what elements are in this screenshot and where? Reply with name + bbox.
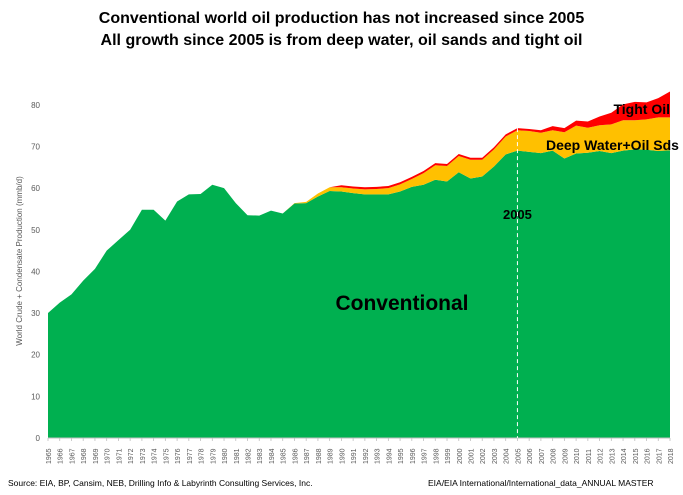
x-tick-label: 1975	[163, 448, 170, 464]
x-tick-label: 1984	[269, 448, 276, 464]
x-tick-label: 2005	[515, 448, 522, 464]
x-tick-label: 1982	[246, 448, 253, 464]
x-tick-label: 1967	[69, 448, 76, 464]
chart-title-line2: All growth since 2005 is from deep water…	[100, 32, 583, 49]
x-tick-label: 2007	[539, 448, 546, 464]
x-tick-label: 2015	[633, 448, 640, 464]
x-tick-label: 1994	[386, 448, 393, 464]
x-tick-label: 1969	[93, 448, 100, 464]
x-tick-label: 2014	[621, 448, 628, 464]
x-tick-label: 2001	[468, 448, 475, 464]
x-tick-label: 1979	[210, 448, 217, 464]
x-tick-label: 1985	[281, 448, 288, 464]
annotation-conventional: Conventional	[335, 292, 468, 315]
x-tick-label: 1989	[328, 448, 335, 464]
x-tick-label: 1991	[351, 448, 358, 464]
x-tick-label: 2008	[551, 448, 558, 464]
x-tick-label: 2017	[656, 448, 663, 464]
y-tick-label: 80	[31, 101, 40, 110]
annotation-deep-water-oil-sands: Deep Water+Oil Sds	[546, 137, 679, 153]
x-tick-label: 2002	[480, 448, 487, 464]
x-tick-label: 2018	[668, 448, 675, 464]
x-tick-label: 1970	[105, 448, 112, 464]
x-tick-label: 1983	[257, 448, 264, 464]
y-tick-label: 60	[31, 184, 40, 193]
x-tick-label: 2010	[574, 448, 581, 464]
x-tick-label: 1980	[222, 448, 229, 464]
series-area-conventional	[48, 149, 670, 439]
x-tick-label: 1999	[445, 448, 452, 464]
x-tick-label: 2006	[527, 448, 534, 464]
chart-title-line1: Conventional world oil production has no…	[98, 10, 585, 27]
x-tick-label: 1977	[187, 448, 194, 464]
x-tick-label: 1997	[422, 448, 429, 464]
series-area-deep-water-oil-sds	[48, 117, 670, 314]
x-tick-label: 1976	[175, 448, 182, 464]
x-tick-label: 1993	[375, 448, 382, 464]
y-tick-label: 10	[31, 392, 40, 401]
y-tick-label: 30	[31, 309, 40, 318]
x-tick-label: 1990	[339, 448, 346, 464]
x-tick-label: 1965	[46, 448, 53, 464]
x-tick-label: 1986	[292, 448, 299, 464]
x-tick-label: 1971	[116, 448, 123, 464]
x-tick-label: 1981	[234, 448, 241, 464]
x-tick-label: 1988	[316, 448, 323, 464]
x-tick-label: 1966	[58, 448, 65, 464]
x-tick-label: 2012	[598, 448, 605, 464]
x-tick-label: 2004	[504, 448, 511, 464]
file-path-footnote: EIA/EIA International/International_data…	[428, 478, 654, 488]
x-tick-label: 2011	[586, 449, 593, 464]
x-tick-label: 1996	[410, 448, 417, 464]
x-tick-label: 2016	[645, 448, 652, 464]
source-footnote: Source: EIA, BP, Cansim, NEB, Drilling I…	[8, 478, 313, 488]
x-tick-label: 1972	[128, 448, 135, 464]
y-axis-label: World Crude + Condensate Production (mmb…	[15, 176, 24, 346]
x-tick-label: 2003	[492, 448, 499, 464]
annotation-year-2005: 2005	[503, 207, 532, 222]
x-tick-label: 1974	[152, 448, 159, 464]
x-tick-label: 1978	[199, 448, 206, 464]
x-tick-label: 1995	[398, 448, 405, 464]
x-tick-label: 2000	[457, 448, 464, 464]
x-tick-label: 2009	[562, 448, 569, 464]
y-tick-label: 20	[31, 351, 40, 360]
x-tick-label: 1973	[140, 448, 147, 464]
x-tick-label: 1968	[81, 448, 88, 464]
x-tick-label: 1998	[433, 448, 440, 464]
x-tick-label: 2013	[609, 448, 616, 464]
x-tick-label: 1992	[363, 448, 370, 464]
annotation-tight-oil: Tight Oil	[613, 101, 670, 117]
y-tick-label: 70	[31, 142, 40, 151]
x-tick-label: 1987	[304, 448, 311, 464]
y-tick-label: 0	[36, 434, 41, 443]
y-tick-label: 50	[31, 226, 40, 235]
y-tick-label: 40	[31, 267, 40, 276]
